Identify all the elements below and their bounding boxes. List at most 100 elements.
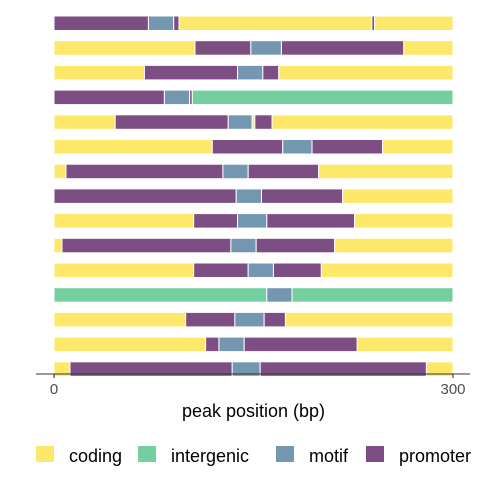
bar-segment-promoter xyxy=(254,114,273,130)
bar-segment-promoter xyxy=(205,336,220,353)
bar-segment-coding xyxy=(53,64,145,81)
bar-segment-promoter xyxy=(143,64,239,81)
bar-segment-coding xyxy=(403,40,454,56)
bar-row-6 xyxy=(53,139,454,155)
legend-swatch-intergenic xyxy=(138,446,156,462)
bar-segment-motif xyxy=(234,311,265,328)
bar-segment-coding xyxy=(178,15,373,31)
legend-item-coding: coding xyxy=(36,446,122,466)
bar-segment-coding xyxy=(53,213,195,229)
bar-segment-motif xyxy=(147,15,175,31)
bar-segment-coding xyxy=(356,336,454,353)
x-axis-ticks: 0 300 xyxy=(50,374,466,398)
bar-row-13 xyxy=(53,311,454,328)
bar-segment-motif xyxy=(222,163,249,180)
legend-swatch-motif xyxy=(276,446,294,462)
x-tick-label: 0 xyxy=(50,381,58,398)
bar-row-9 xyxy=(53,213,454,229)
bar-segment-promoter xyxy=(211,139,284,155)
legend-swatch-coding xyxy=(36,446,54,462)
bar-segment-promoter xyxy=(260,188,344,204)
bar-segment-promoter xyxy=(193,262,249,278)
bar-row-2 xyxy=(53,40,454,56)
bar-segment-promoter xyxy=(114,114,229,130)
bar-segment-coding xyxy=(53,139,213,155)
bar-row-7 xyxy=(53,163,454,180)
legend-label-promoter: promoter xyxy=(399,446,471,466)
bar-segment-coding xyxy=(271,114,454,130)
bar-segment-motif xyxy=(266,287,293,303)
bar-segment-intergenic xyxy=(191,89,454,106)
bar-segment-motif xyxy=(230,237,257,254)
bar-segment-motif xyxy=(227,114,253,130)
bar-segment-promoter xyxy=(61,237,232,254)
bar-segment-promoter xyxy=(272,262,322,278)
legend-label-intergenic: intergenic xyxy=(171,446,249,466)
bar-segment-coding xyxy=(278,64,454,81)
bar-segment-motif xyxy=(163,89,191,106)
bar-segment-promoter xyxy=(194,40,252,56)
x-axis-title: peak position (bp) xyxy=(182,401,325,421)
bar-segment-motif xyxy=(247,262,274,278)
bar-segment-promoter xyxy=(266,213,356,229)
bar-segment-intergenic xyxy=(53,287,268,303)
bar-segment-promoter xyxy=(53,188,237,204)
bar-segment-intergenic xyxy=(291,287,454,303)
bar-segment-motif xyxy=(237,64,264,81)
legend-item-intergenic: intergenic xyxy=(138,446,249,466)
bar-segment-coding xyxy=(425,361,454,377)
plot-area xyxy=(53,15,454,377)
bar-row-15 xyxy=(53,361,454,377)
bar-row-12 xyxy=(53,287,454,303)
bar-row-1 xyxy=(53,15,454,31)
x-tick-label: 300 xyxy=(440,381,465,398)
bar-segment-promoter xyxy=(247,163,320,180)
bar-segment-coding xyxy=(334,237,454,254)
bar-row-8 xyxy=(53,188,454,204)
bar-segment-motif xyxy=(237,213,268,229)
bar-segment-promoter xyxy=(255,237,336,254)
bar-segment-coding xyxy=(320,262,454,278)
bar-segment-promoter xyxy=(53,15,149,31)
bar-segment-motif xyxy=(235,188,262,204)
bar-segment-promoter xyxy=(193,213,239,229)
bar-segment-coding xyxy=(342,188,454,204)
bar-segment-promoter xyxy=(280,40,405,56)
bar-row-5 xyxy=(53,114,454,130)
legend-label-motif: motif xyxy=(309,446,349,466)
legend-label-coding: coding xyxy=(69,446,122,466)
bar-row-10 xyxy=(53,237,454,254)
bar-row-11 xyxy=(53,262,454,278)
bar-segment-coding xyxy=(53,237,63,254)
bar-segment-coding xyxy=(53,114,116,130)
bar-segment-promoter xyxy=(185,311,236,328)
bar-segment-coding xyxy=(53,40,196,56)
bar-segment-motif xyxy=(250,40,282,56)
bar-segment-promoter xyxy=(173,15,180,31)
bar-row-14 xyxy=(53,336,454,353)
bar-segment-motif xyxy=(282,139,313,155)
bar-segment-coding xyxy=(53,163,67,180)
bar-segment-promoter xyxy=(243,336,358,353)
bar-segment-promoter xyxy=(311,139,384,155)
bar-segment-coding xyxy=(53,262,195,278)
bar-segment-coding xyxy=(382,139,454,155)
legend-item-motif: motif xyxy=(276,446,349,466)
bar-segment-coding xyxy=(53,336,207,353)
bar-segment-promoter xyxy=(263,311,286,328)
legend-item-promoter: promoter xyxy=(366,446,471,466)
bar-segment-coding xyxy=(374,15,454,31)
bar-segment-coding xyxy=(318,163,454,180)
bar-row-3 xyxy=(53,64,454,81)
bar-row-4 xyxy=(53,89,454,106)
bar-segment-motif xyxy=(218,336,245,353)
bar-segment-coding xyxy=(354,213,454,229)
bar-segment-coding xyxy=(284,311,454,328)
bar-segment-promoter xyxy=(262,64,280,81)
bar-segment-coding xyxy=(53,311,187,328)
bar-segment-promoter xyxy=(53,89,165,106)
bar-segment-promoter xyxy=(65,163,224,180)
legend-swatch-promoter xyxy=(366,446,384,462)
legend: coding intergenic motif promoter xyxy=(36,446,471,466)
